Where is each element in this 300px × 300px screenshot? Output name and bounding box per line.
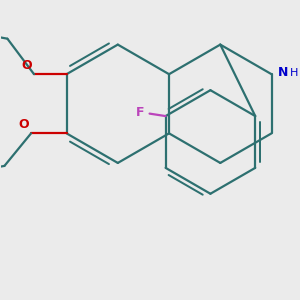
Text: O: O [18, 118, 28, 131]
Text: N: N [278, 67, 289, 80]
Text: O: O [21, 59, 32, 72]
Text: H: H [290, 68, 298, 78]
Text: F: F [136, 106, 145, 119]
